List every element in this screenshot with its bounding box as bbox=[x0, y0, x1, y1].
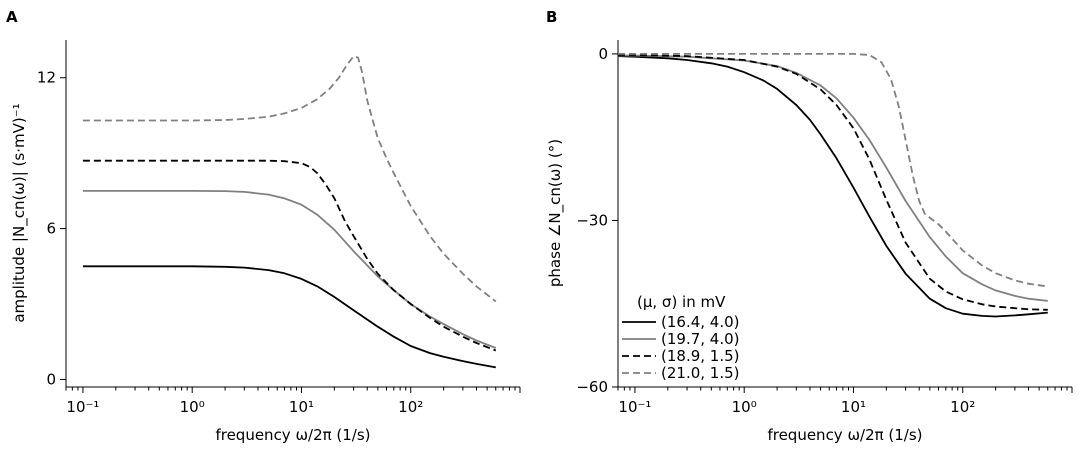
x-ticks: 10⁻¹ 10⁰ 10¹ 10² bbox=[617, 387, 1073, 416]
panel-b: B 10⁻¹ 10⁰ 10¹ 10² 0 −30 −60 frequency ω/2π (… bbox=[546, 8, 1073, 444]
series-line-1 bbox=[82, 265, 496, 369]
legend-label: (18.9, 1.5) bbox=[661, 347, 740, 365]
series-line-4 bbox=[618, 53, 1048, 288]
y-tick-label: 0 bbox=[598, 45, 608, 63]
series-group bbox=[617, 53, 1048, 318]
series-line-1 bbox=[617, 55, 1048, 318]
x-tick-label: 10² bbox=[398, 398, 423, 416]
legend-label: (21.0, 1.5) bbox=[661, 364, 740, 382]
legend: (μ, σ) in mV (16.4, 4.0)(19.7, 4.0)(18.9… bbox=[622, 293, 740, 382]
panel-label-a: A bbox=[6, 8, 18, 26]
series-line-2 bbox=[82, 189, 497, 349]
x-tick-label: 10⁰ bbox=[732, 398, 757, 416]
legend-entries: (16.4, 4.0)(19.7, 4.0)(18.9, 1.5)(21.0, … bbox=[622, 313, 740, 382]
series-line-3 bbox=[82, 159, 497, 352]
legend-label: (19.7, 4.0) bbox=[661, 330, 740, 348]
x-tick-label: 10⁻¹ bbox=[618, 398, 651, 416]
y-tick-label: 0 bbox=[46, 370, 56, 388]
y-tick-label: −60 bbox=[576, 378, 608, 396]
y-tick-label: 12 bbox=[37, 69, 56, 87]
x-axis-label: frequency ω/2π (1/s) bbox=[767, 426, 922, 444]
y-ticks: 0 6 12 bbox=[37, 69, 66, 388]
series-line-3 bbox=[618, 54, 1048, 311]
y-axis-label: amplitude |N_cn(ω)| (s·mV)⁻¹ bbox=[10, 103, 29, 322]
y-axis-label: phase ∠N_cn(ω) (°) bbox=[546, 139, 565, 287]
y-tick-label: −30 bbox=[576, 211, 608, 229]
x-tick-label: 10¹ bbox=[841, 398, 866, 416]
panel-label-b: B bbox=[546, 8, 557, 26]
x-axis-label: frequency ω/2π (1/s) bbox=[215, 426, 370, 444]
series-group bbox=[82, 55, 497, 369]
x-ticks: 10⁻¹ 10⁰ 10¹ 10² bbox=[65, 387, 521, 416]
panel-a: A 10⁻¹ 10⁰ 10¹ 10² 0 6 12 frequency ω/2π (1/s… bbox=[6, 8, 521, 444]
x-tick-label: 10¹ bbox=[289, 398, 314, 416]
legend-title: (μ, σ) in mV bbox=[637, 293, 726, 311]
x-tick-label: 10⁰ bbox=[180, 398, 205, 416]
y-ticks: 0 −30 −60 bbox=[576, 45, 618, 396]
series-line-4 bbox=[82, 55, 497, 303]
series-line-2 bbox=[618, 54, 1048, 302]
x-tick-label: 10⁻¹ bbox=[66, 398, 99, 416]
y-tick-label: 6 bbox=[46, 220, 56, 238]
x-tick-label: 10² bbox=[950, 398, 975, 416]
legend-label: (16.4, 4.0) bbox=[661, 313, 740, 331]
